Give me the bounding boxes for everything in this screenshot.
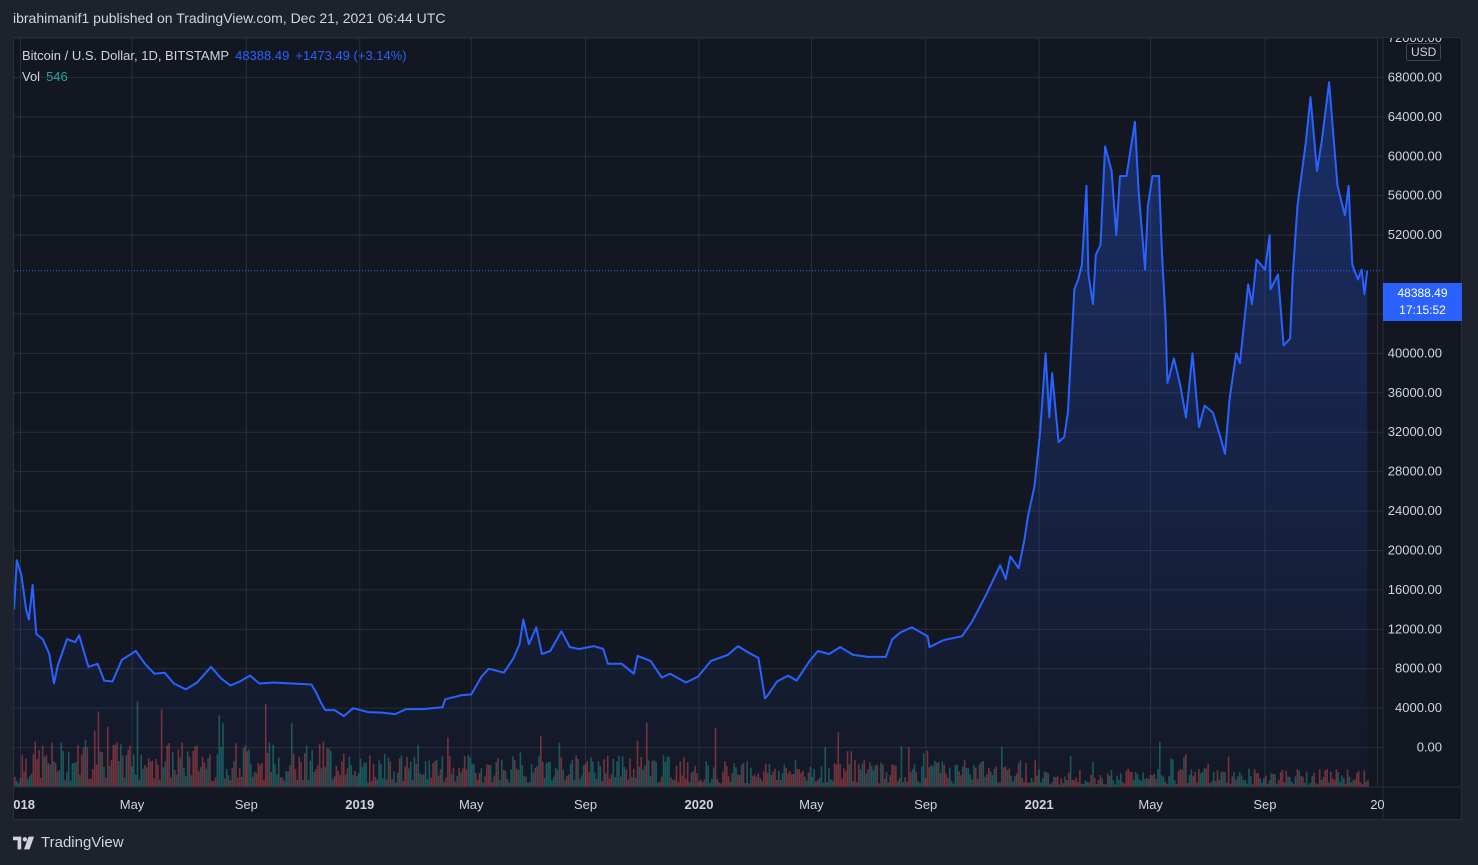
currency-button[interactable]: USD: [1406, 43, 1442, 61]
last-price-value: 48388.49: [235, 48, 290, 63]
y-tick-label: 8000.00: [1395, 661, 1442, 676]
tradingview-wordmark: TradingView: [41, 834, 124, 851]
bar-countdown: 17:15:52: [1399, 303, 1446, 317]
publish-caption: ibrahimanif1 published on TradingView.co…: [13, 10, 446, 26]
y-tick-label: 40000.00: [1388, 345, 1442, 360]
y-tick-label: 28000.00: [1388, 464, 1442, 479]
x-tick-label: Sep: [235, 797, 258, 812]
y-tick-label: 32000.00: [1388, 424, 1442, 439]
x-tick-label: 2021: [1025, 797, 1054, 812]
y-tick-label: 72000.00: [1388, 38, 1442, 45]
price-line: [14, 81, 1369, 717]
x-tick-label: May: [120, 797, 145, 812]
y-tick-label: 12000.00: [1388, 621, 1442, 636]
x-tick-label: 2020: [685, 797, 714, 812]
tradingview-logo[interactable]: TradingView: [13, 834, 124, 851]
price-area-fill: [14, 82, 1368, 788]
volume-value: 546: [46, 69, 68, 84]
x-tick-label: May: [1138, 797, 1163, 812]
chart-legend: Bitcoin / U.S. Dollar, 1D, BITSTAMP 48388…: [22, 45, 407, 87]
legend-volume-row: Vol 546: [22, 66, 407, 87]
x-tick-label: 2019: [345, 797, 374, 812]
x-tick-label: 2018: [14, 797, 35, 812]
x-tick-label: Sep: [574, 797, 597, 812]
y-tick-label: 60000.00: [1388, 148, 1442, 163]
y-tick-label: 36000.00: [1388, 385, 1442, 400]
y-tick-label: 56000.00: [1388, 188, 1442, 203]
x-tick-label: Sep: [1253, 797, 1276, 812]
price-chart[interactable]: 72000.00 68000.00 64000.00 60000.00 56000.00…: [14, 38, 1462, 820]
symbol-name[interactable]: Bitcoin / U.S. Dollar, 1D, BITSTAMP: [22, 48, 230, 63]
price-scale[interactable]: 72000.00 68000.00 64000.00 60000.00 56000.00…: [1388, 38, 1442, 755]
legend-symbol-row: Bitcoin / U.S. Dollar, 1D, BITSTAMP 48388…: [22, 45, 407, 66]
volume-label[interactable]: Vol: [22, 69, 41, 84]
x-tick-label: May: [799, 797, 824, 812]
x-tick-label: Sep: [914, 797, 937, 812]
y-tick-label: 24000.00: [1388, 503, 1442, 518]
chart-panel[interactable]: 72000.00 68000.00 64000.00 60000.00 56000.00…: [13, 37, 1462, 820]
last-price-tag: 48388.49 17:15:52: [1383, 283, 1462, 321]
y-tick-label: 64000.00: [1388, 109, 1442, 124]
time-scale[interactable]: 2018 May Sep 2019 May Sep 2020 May Sep 2021 May Sep…: [14, 797, 1385, 812]
tradingview-logo-icon: [13, 836, 35, 849]
price-change: +1473.49 (+3.14%): [295, 48, 407, 63]
y-tick-label: 52000.00: [1388, 227, 1442, 242]
x-tick-label: May: [459, 797, 484, 812]
y-tick-label: 16000.00: [1388, 582, 1442, 597]
y-tick-label: 0.00: [1417, 740, 1442, 755]
price-area: [14, 82, 1368, 788]
y-tick-label: 68000.00: [1388, 69, 1442, 84]
price-line-path: [14, 81, 1369, 717]
volume-bar: [1367, 779, 1369, 787]
x-tick-label: 20: [1370, 797, 1384, 812]
y-tick-label: 4000.00: [1395, 700, 1442, 715]
last-price-label: 48388.49: [1397, 286, 1448, 300]
y-tick-label: 20000.00: [1388, 542, 1442, 557]
